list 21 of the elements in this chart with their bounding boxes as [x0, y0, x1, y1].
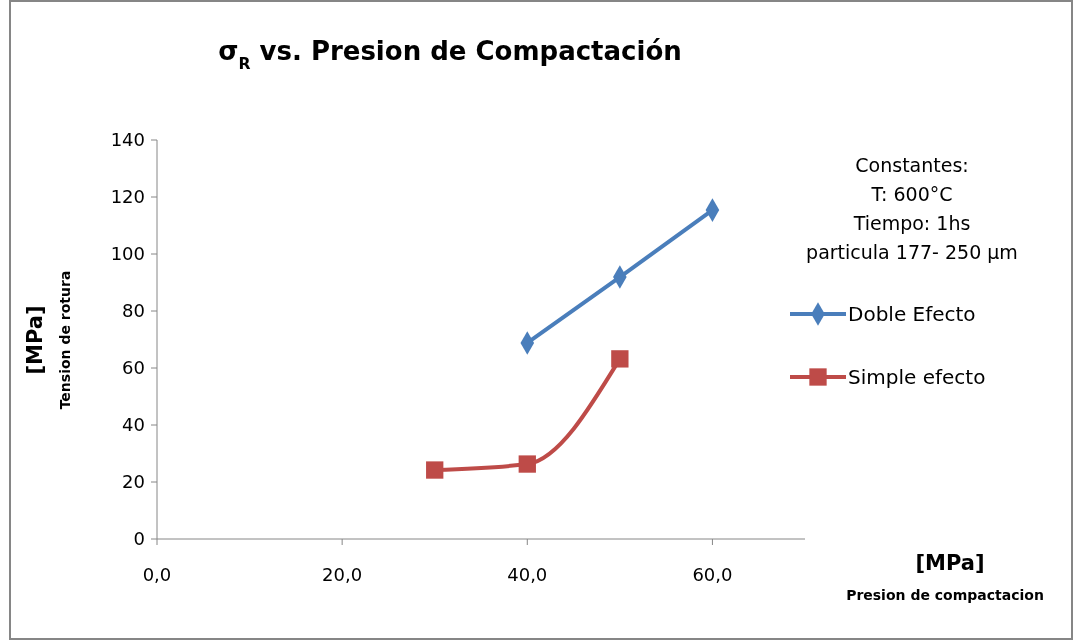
y-tick-label: 60	[122, 357, 145, 379]
chart-title: σ$_{R}$ vs. Presion de Compactación	[218, 36, 682, 73]
point	[518, 455, 536, 473]
x-tick-label: 40,0	[507, 564, 548, 585]
point	[426, 461, 444, 479]
legend-label: Simple efecto	[848, 365, 986, 389]
y-tick-label: 120	[110, 186, 145, 208]
x-tick-label: 60,0	[692, 564, 733, 585]
y-axis-title: [MPa] Tension de rotura	[23, 270, 73, 410]
y-tick-label: 0	[133, 528, 145, 550]
text: Constantes: T: 600°C Tiempo: 1hs particula 177- 250 µm	[806, 154, 1018, 263]
legend-label: Doble Efecto	[848, 302, 976, 326]
point	[611, 350, 629, 368]
x-tick-label: 20,0	[322, 564, 363, 585]
x-axis-title: [MPa] Presion de compactacion	[846, 551, 1044, 603]
y-tick-label: 140	[110, 129, 145, 151]
y-tick-label: 100	[110, 243, 145, 265]
y-tick-label: 20	[122, 471, 145, 493]
y-tick-label: 40	[122, 414, 145, 436]
y-tick-label: 80	[122, 300, 145, 322]
x-tick-label: 0,0	[142, 564, 172, 585]
